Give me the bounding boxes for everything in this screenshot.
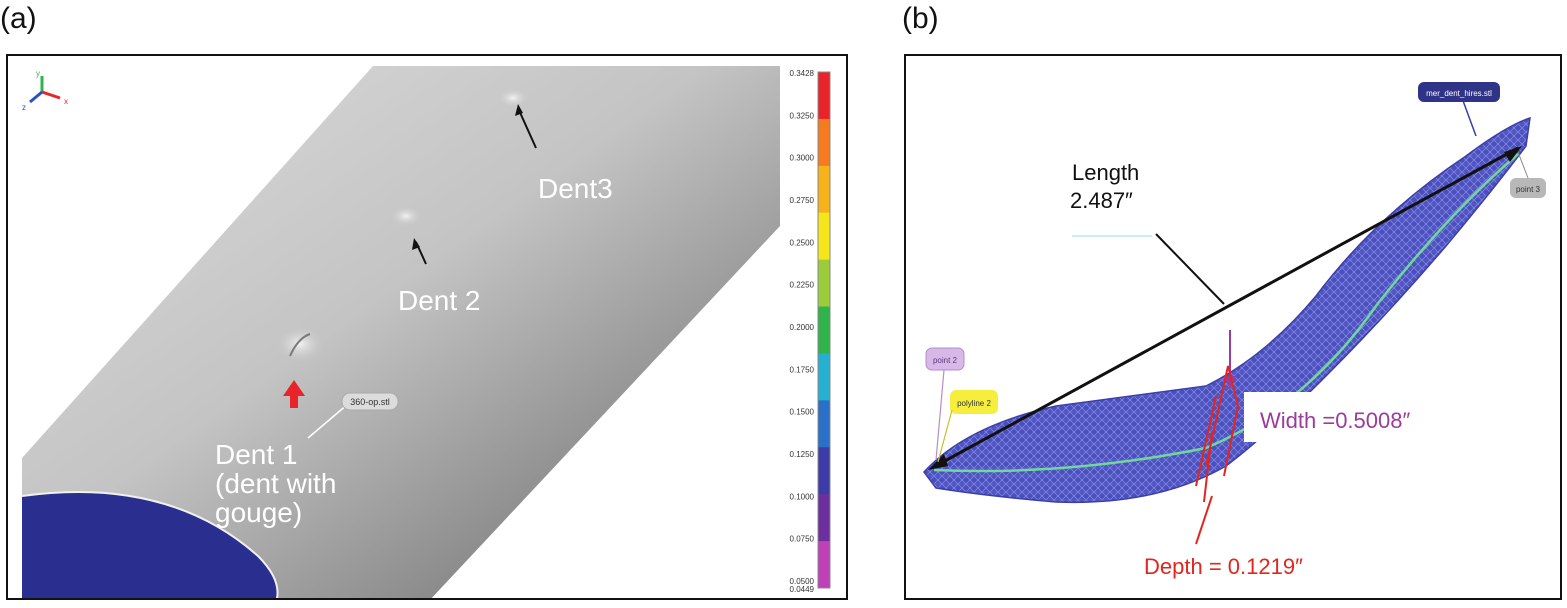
dent-3-arrow	[517, 107, 537, 149]
pipe-end-face	[22, 492, 278, 598]
length-label: Length	[1072, 160, 1139, 185]
pipe-end-rim	[21, 491, 279, 598]
color-scale-background	[780, 66, 842, 596]
axis-triad-icon: y x z	[22, 69, 68, 112]
length-value: 2.487″	[1070, 188, 1133, 213]
dent-1-shading	[276, 326, 324, 362]
dent-1-label-detail: (dent with	[215, 468, 336, 499]
length-arrowhead-right	[1504, 146, 1522, 162]
point-2-tag-box	[925, 347, 965, 371]
dent-2-arrowhead	[412, 238, 420, 250]
length-leader-line	[1155, 233, 1225, 305]
polyline-tag-box	[950, 390, 998, 414]
file-tag-leader	[307, 403, 349, 439]
axis-z-label: z	[22, 103, 26, 112]
width-arrowhead	[1224, 376, 1236, 390]
dent-2-shading	[390, 206, 422, 226]
color-scale-tick-label: 0.1750	[790, 365, 815, 374]
dent-1-red-arrow	[283, 380, 305, 408]
point-2-leader	[935, 369, 945, 461]
axis-y-label: y	[36, 69, 40, 78]
length-measure-line	[931, 146, 1519, 470]
file-tag-box	[341, 392, 399, 411]
dent-1-gouge	[289, 333, 311, 357]
top-tag-text: mer_dent_hires.stl	[1426, 89, 1492, 98]
color-scale-tick-label: 0.2250	[790, 281, 815, 290]
color-scale-segment	[818, 118, 830, 167]
color-scale-segment	[818, 259, 830, 308]
color-scale-tick-label: 0.3428	[790, 69, 815, 78]
color-scale-segment	[818, 212, 830, 261]
color-scale-tick-label: 0.2000	[790, 323, 815, 332]
color-scale-segment	[818, 494, 830, 542]
dent-3-label: Dent3	[538, 173, 613, 204]
color-scale-segment	[818, 306, 830, 354]
panel-b-label: (b)	[902, 2, 939, 35]
color-scale-outline	[817, 71, 831, 589]
point-3-tag-text: point 3	[1516, 185, 1541, 194]
color-scale-tick-label: 0.2750	[790, 196, 815, 205]
color-scale-segment	[818, 72, 830, 120]
axis-x-label: x	[64, 97, 68, 106]
panel-a-label: (a)	[0, 2, 37, 35]
color-scale-tick-label: 0.1500	[790, 408, 815, 417]
color-scale-tick-label: 0.1250	[790, 450, 815, 459]
dent-1-label-detail-2: gouge)	[215, 497, 302, 528]
dent-mesh-surface	[923, 116, 1531, 504]
point-2-tag-text: point 2	[933, 356, 958, 365]
depth-label: Depth = 0.1219″	[1144, 554, 1303, 579]
color-scale-tick-label: 0.1000	[790, 492, 815, 501]
top-tag-leader	[1461, 97, 1477, 137]
color-scale-ticks: 0.3428 0.3250 0.3000 0.2750 0.2500 0.2250 0.20…	[790, 69, 815, 594]
pipe-scan-view: 360-op.stl Dent3 Dent 2 Dent 1 (dent wit…	[21, 66, 842, 598]
dent-1-label: Dent 1	[215, 439, 298, 470]
color-scale-tick-label: 0.2500	[790, 238, 815, 247]
polyline-tag-text: polyline 2	[957, 399, 991, 408]
dent-2-label: Dent 2	[398, 285, 481, 316]
width-label-box	[1244, 392, 1504, 442]
dent-measurement-view: Length 2.487″ Width =0.5008″ Depth = 0.1…	[923, 82, 1546, 579]
color-scale-tick-label: 0.3000	[790, 154, 815, 163]
top-tag-box	[1418, 82, 1500, 102]
depth-leader-line	[1195, 495, 1213, 545]
pipe-surface	[22, 66, 780, 598]
panel-b-frame: Length 2.487″ Width =0.5008″ Depth = 0.1…	[904, 54, 1562, 600]
color-scale-tick-label: 0.0750	[790, 535, 815, 544]
dent-3-arrowhead	[515, 104, 523, 116]
color-scale-tick-label: 0.0449	[790, 585, 815, 594]
color-scale-tick-label: 0.3250	[790, 111, 815, 120]
file-tag-text: 360-op.stl	[350, 397, 390, 407]
color-scale-segment	[818, 447, 830, 495]
polyline-leader	[937, 409, 953, 463]
width-label: Width =0.5008″	[1260, 408, 1410, 433]
point-3-leader	[1517, 151, 1529, 179]
panel-a-frame: 360-op.stl Dent3 Dent 2 Dent 1 (dent wit…	[6, 54, 848, 600]
color-scale-segment	[818, 353, 830, 401]
color-scale-segment	[818, 400, 830, 448]
dent-3-shading	[497, 88, 529, 108]
color-scale-segment	[818, 541, 830, 589]
color-scale-tick-label: 0.0500	[790, 577, 815, 586]
point-3-tag-box	[1510, 178, 1546, 198]
depth-measure-lines	[1195, 365, 1240, 503]
color-scale-segment	[818, 165, 830, 214]
color-scale-bar	[817, 71, 831, 589]
